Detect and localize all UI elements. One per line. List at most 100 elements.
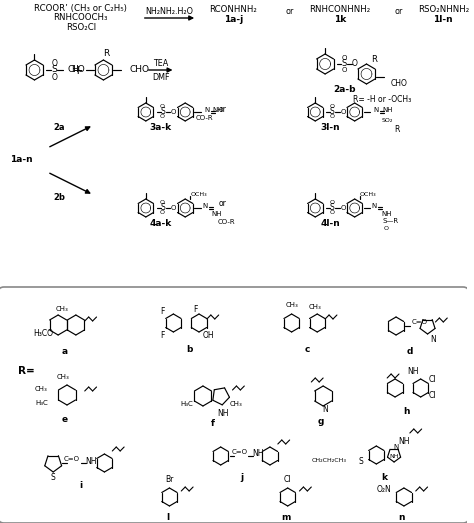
Text: R= -H or -OCH₃: R= -H or -OCH₃ bbox=[353, 96, 411, 105]
Text: HO: HO bbox=[71, 65, 85, 74]
Text: g: g bbox=[318, 417, 324, 426]
Text: RNHCONHNH₂: RNHCONHNH₂ bbox=[309, 5, 371, 14]
Text: NH: NH bbox=[407, 368, 419, 377]
Text: 1l-n: 1l-n bbox=[434, 16, 453, 25]
Text: S—R: S—R bbox=[382, 218, 398, 224]
Text: N: N bbox=[202, 203, 208, 209]
Text: N: N bbox=[204, 107, 210, 113]
Text: TEA: TEA bbox=[153, 59, 168, 67]
Text: R: R bbox=[394, 124, 400, 133]
Text: NH: NH bbox=[217, 410, 228, 418]
Text: O: O bbox=[340, 109, 346, 115]
Text: N: N bbox=[393, 444, 399, 450]
Text: CO-R: CO-R bbox=[218, 219, 236, 225]
Text: S: S bbox=[329, 108, 334, 117]
Text: RCOOR’ (CH₃ or C₂H₅): RCOOR’ (CH₃ or C₂H₅) bbox=[34, 5, 127, 14]
Text: i: i bbox=[79, 481, 82, 490]
Text: O: O bbox=[340, 205, 346, 211]
Text: R=: R= bbox=[18, 366, 35, 376]
Text: CHO: CHO bbox=[129, 65, 149, 74]
Text: 2b: 2b bbox=[53, 194, 65, 202]
Text: CH₃: CH₃ bbox=[55, 306, 68, 312]
Text: OH: OH bbox=[203, 331, 215, 339]
Text: NH: NH bbox=[211, 211, 222, 217]
Text: d: d bbox=[407, 347, 413, 357]
Text: H₃C: H₃C bbox=[35, 400, 48, 406]
Text: O: O bbox=[352, 60, 357, 69]
Text: Br: Br bbox=[165, 474, 173, 483]
Text: SO₂: SO₂ bbox=[382, 118, 393, 122]
Text: S: S bbox=[51, 65, 57, 74]
Text: O: O bbox=[160, 115, 165, 119]
Text: e: e bbox=[62, 415, 68, 424]
Text: H₃CO: H₃CO bbox=[33, 329, 54, 338]
Text: O: O bbox=[160, 105, 165, 109]
Text: C=O: C=O bbox=[64, 456, 80, 462]
Text: h: h bbox=[404, 407, 410, 416]
Text: C=O: C=O bbox=[412, 319, 428, 325]
Text: CHO: CHO bbox=[390, 78, 407, 87]
Text: or: or bbox=[285, 7, 294, 17]
Text: F: F bbox=[160, 306, 165, 315]
Text: b: b bbox=[186, 345, 192, 354]
Text: CH₃: CH₃ bbox=[35, 386, 48, 392]
Text: CH₃: CH₃ bbox=[230, 401, 243, 407]
Text: a: a bbox=[62, 347, 68, 356]
Text: NH: NH bbox=[382, 107, 392, 113]
Text: or: or bbox=[219, 199, 227, 208]
Text: O: O bbox=[160, 210, 165, 215]
Text: R: R bbox=[372, 55, 377, 64]
Text: or: or bbox=[395, 7, 403, 17]
Text: 4l-n: 4l-n bbox=[320, 220, 340, 229]
Text: O: O bbox=[341, 55, 346, 61]
Text: 3a-k: 3a-k bbox=[149, 122, 172, 131]
Text: O: O bbox=[329, 115, 335, 119]
Text: j: j bbox=[241, 473, 244, 483]
Text: O: O bbox=[171, 109, 176, 115]
Text: 1k: 1k bbox=[334, 16, 346, 25]
Text: O: O bbox=[341, 67, 346, 73]
Text: or: or bbox=[219, 105, 227, 113]
Text: m: m bbox=[281, 513, 291, 521]
Text: NH: NH bbox=[381, 211, 392, 217]
Text: 4a-k: 4a-k bbox=[149, 220, 172, 229]
Text: CH₃: CH₃ bbox=[309, 304, 322, 310]
Text: O₂N: O₂N bbox=[377, 484, 392, 494]
Text: R: R bbox=[103, 50, 109, 59]
Text: N: N bbox=[430, 335, 437, 344]
Text: O: O bbox=[329, 210, 335, 215]
Text: N: N bbox=[372, 203, 377, 209]
Text: RCONHNH₂: RCONHNH₂ bbox=[210, 5, 257, 14]
Text: O: O bbox=[329, 105, 335, 109]
Text: S: S bbox=[160, 108, 165, 117]
Text: S: S bbox=[160, 203, 165, 212]
Text: S: S bbox=[51, 472, 55, 482]
Text: CH₃: CH₃ bbox=[57, 374, 69, 380]
Text: OCH₃: OCH₃ bbox=[190, 192, 207, 198]
Text: O: O bbox=[51, 73, 57, 82]
Text: 1a-j: 1a-j bbox=[224, 16, 243, 25]
Text: NH: NH bbox=[398, 437, 410, 446]
Text: N: N bbox=[322, 404, 328, 414]
Text: CH₃: CH₃ bbox=[285, 302, 298, 308]
Text: n: n bbox=[399, 513, 405, 521]
Text: NH₂NH₂.H₂O: NH₂NH₂.H₂O bbox=[146, 7, 193, 17]
Text: RSO₂Cl: RSO₂Cl bbox=[66, 22, 96, 31]
Text: Cl: Cl bbox=[429, 392, 436, 401]
Text: NH: NH bbox=[212, 107, 223, 113]
Text: F: F bbox=[193, 304, 197, 313]
Text: RNHCOOCH₃: RNHCOOCH₃ bbox=[54, 14, 108, 22]
Text: c: c bbox=[305, 345, 310, 354]
Text: O: O bbox=[383, 225, 389, 231]
Text: 2a-b: 2a-b bbox=[334, 85, 356, 95]
Text: Cl: Cl bbox=[429, 376, 436, 384]
Text: Cl: Cl bbox=[284, 474, 292, 483]
Text: O: O bbox=[171, 205, 176, 211]
Text: Cl: Cl bbox=[68, 65, 77, 74]
Text: +: + bbox=[73, 63, 83, 76]
Text: O: O bbox=[51, 59, 57, 67]
Text: S: S bbox=[329, 203, 334, 212]
Text: NH: NH bbox=[85, 457, 96, 465]
Text: O: O bbox=[329, 200, 335, 206]
Text: DMF: DMF bbox=[152, 73, 169, 82]
